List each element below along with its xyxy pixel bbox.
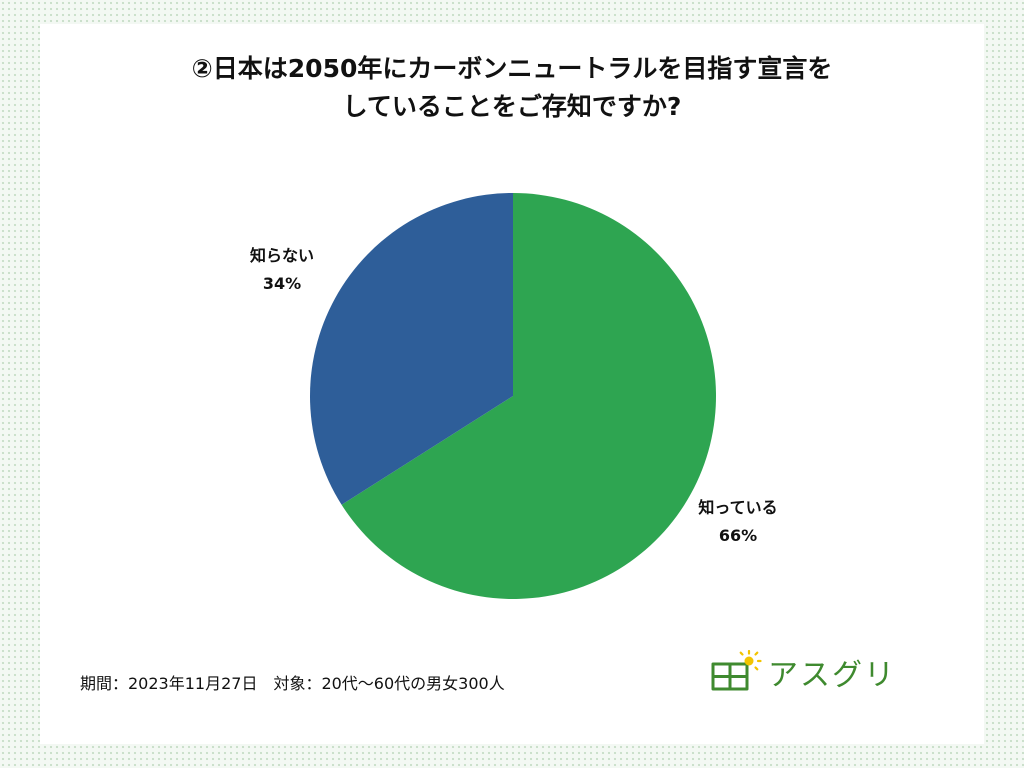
pie-slice-know — [341, 193, 717, 599]
brand-logo: アスグリ — [708, 650, 896, 694]
brand-name: アスグリ — [768, 658, 896, 693]
slice-label-know-text: 知っている — [698, 498, 778, 517]
chart-title-line-2: していることをご存知ですか? — [342, 92, 682, 121]
slice-label-not-know-value: 34% — [262, 274, 302, 293]
pie-slice-not-know — [310, 193, 513, 505]
slice-label-know: 知っている 66% — [686, 494, 790, 550]
slice-label-not-know-text: 知らない — [249, 246, 314, 265]
slice-label-not-know: 知らない 34% — [236, 242, 328, 298]
survey-footnote: 期間：2023年11月27日 対象：20代〜60代の男女300人 — [80, 674, 505, 693]
solar-panel-sun-icon — [711, 650, 762, 691]
chart-title-line-1: ②日本は2050年にカーボンニュートラルを目指す宣言を — [191, 54, 833, 83]
chart-title: ②日本は2050年にカーボンニュートラルを目指す宣言を していることをご存知です… — [0, 50, 1024, 126]
slice-label-know-value: 66% — [718, 526, 758, 545]
